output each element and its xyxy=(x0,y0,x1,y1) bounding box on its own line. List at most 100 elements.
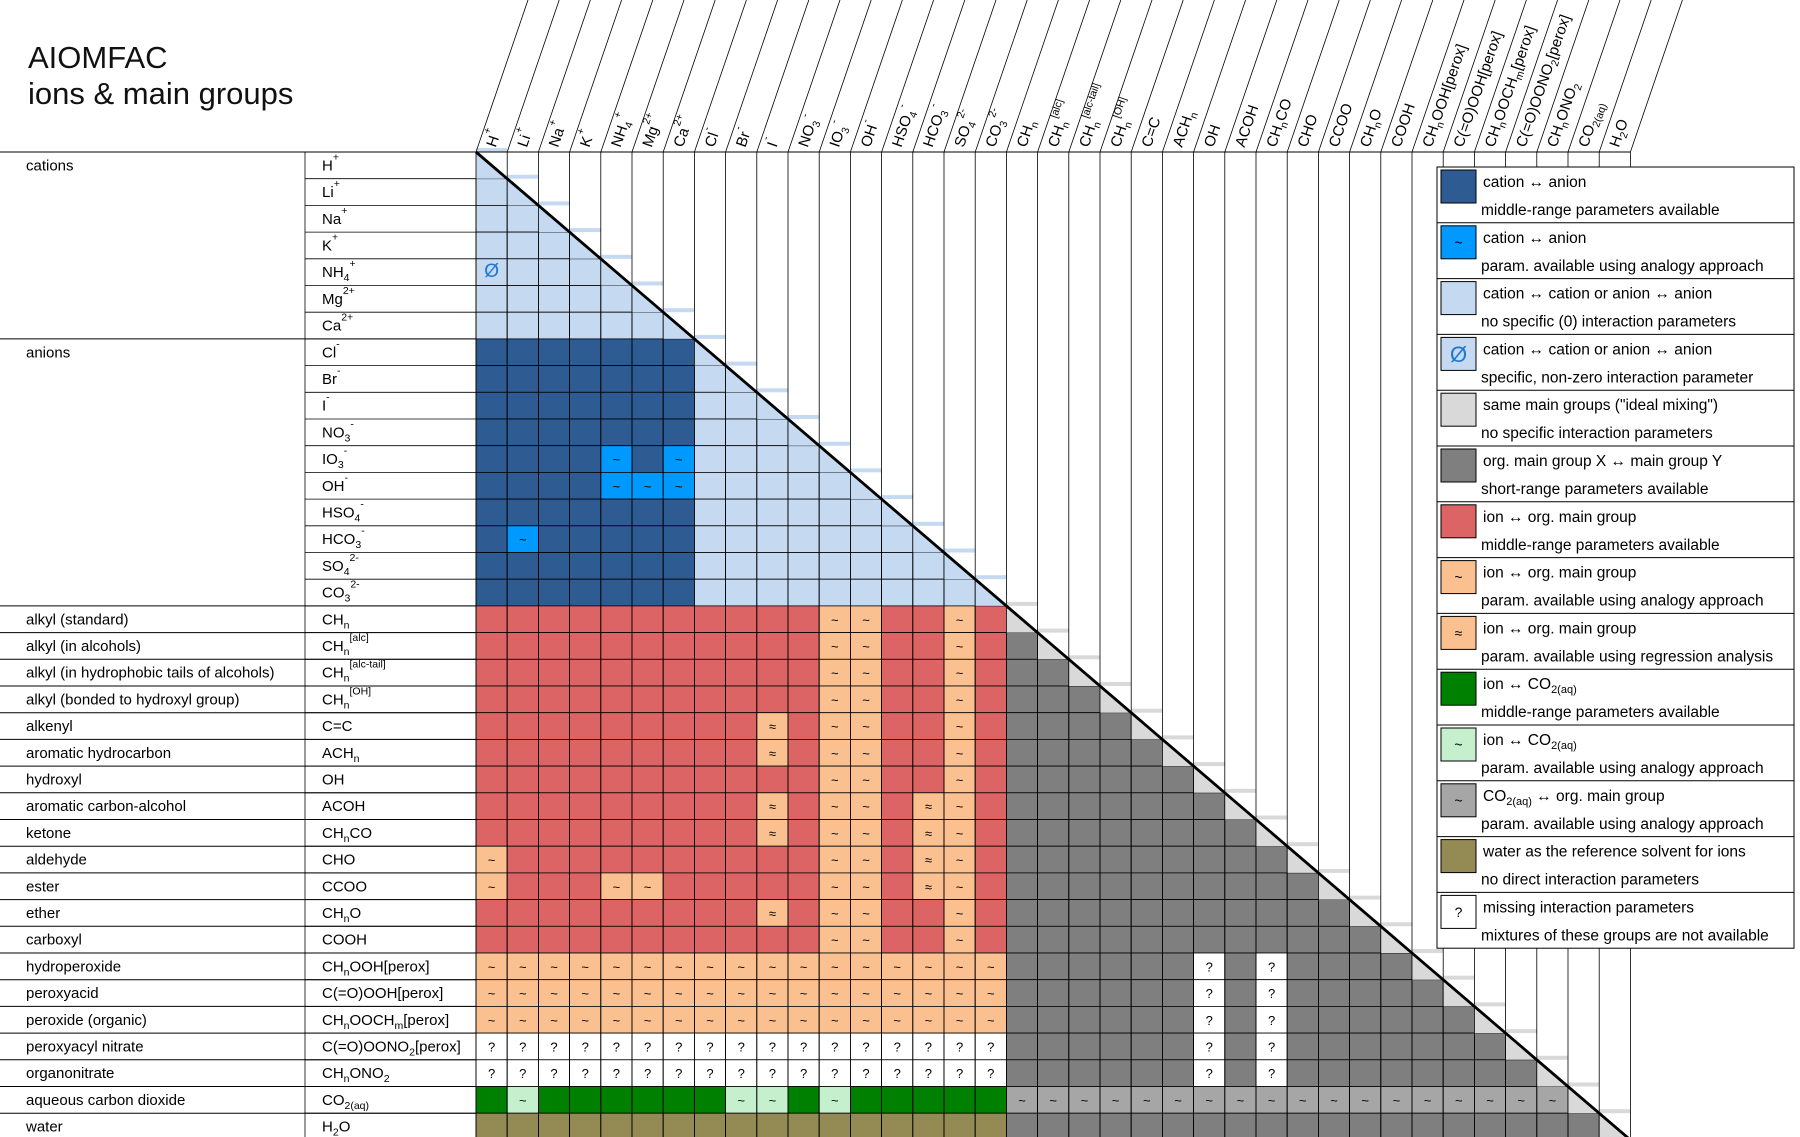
matrix-cell xyxy=(725,605,758,634)
diagonal-step xyxy=(725,361,757,366)
matrix-cell xyxy=(631,739,664,767)
matrix-cell xyxy=(631,365,664,393)
matrix-cell xyxy=(662,578,695,607)
matrix-cell xyxy=(1130,1006,1163,1034)
matrix-cell-symbol: ~ xyxy=(581,959,589,974)
matrix-cell xyxy=(881,765,914,794)
legend-line-1: org. main group X ↔ main group Y xyxy=(1483,453,1722,470)
matrix-cell xyxy=(600,1112,633,1137)
group-label: Na+ xyxy=(322,205,347,228)
matrix-cell xyxy=(725,418,758,447)
matrix-cell xyxy=(569,845,602,874)
matrix-cell-symbol: ~ xyxy=(1205,1093,1213,1108)
legend-item: ~ CO2(aq) ↔ org. main group param. availa… xyxy=(1437,780,1794,833)
legend-line-2: short-range parameters available xyxy=(1481,481,1708,498)
matrix-cell-symbol: ~ xyxy=(1424,1093,1432,1108)
matrix-cell xyxy=(662,391,695,420)
legend-line-1: water as the reference solvent for ions xyxy=(1482,844,1746,861)
legend-line-2: no direct interaction parameters xyxy=(1481,872,1699,889)
matrix-cell xyxy=(600,739,633,767)
legend-item: water as the reference solvent for ions n… xyxy=(1437,836,1794,889)
matrix-cell xyxy=(538,712,571,740)
group-label: C=C xyxy=(322,718,353,735)
matrix-cell xyxy=(538,899,571,927)
matrix-cell xyxy=(756,845,789,874)
matrix-cell xyxy=(538,739,571,767)
matrix-cell xyxy=(1193,925,1226,954)
matrix-cell xyxy=(787,445,820,473)
matrix-cell xyxy=(912,792,945,820)
matrix-cell-symbol: ? xyxy=(1268,1039,1275,1054)
matrix-cell-symbol: ~ xyxy=(737,959,745,974)
matrix-cell xyxy=(538,792,571,820)
legend-swatch xyxy=(1440,894,1477,929)
matrix-cell xyxy=(881,605,914,634)
diagonal-step xyxy=(1412,949,1444,953)
matrix-cell xyxy=(569,285,602,313)
matrix-cell xyxy=(662,1086,695,1114)
matrix-cell xyxy=(662,925,695,954)
matrix-cell xyxy=(538,418,571,447)
matrix-cell-symbol: ~ xyxy=(956,1013,964,1028)
legend-symbol: ~ xyxy=(1454,792,1462,808)
matrix-cell xyxy=(974,819,1007,847)
legend-line-2: middle-range parameters available xyxy=(1481,202,1720,219)
matrix-cell-symbol: ~ xyxy=(1455,1093,1463,1108)
matrix-cell xyxy=(475,552,508,580)
matrix-cell xyxy=(662,605,695,634)
matrix-cell xyxy=(1474,1059,1507,1087)
header-slant-line xyxy=(850,0,903,153)
legend-swatch xyxy=(1440,615,1477,650)
legend-line-2: param. available using analogy approach xyxy=(1481,258,1764,275)
matrix-cell xyxy=(1006,899,1039,927)
matrix-cell-symbol: ? xyxy=(800,1066,807,1081)
matrix-cell-symbol: ~ xyxy=(644,879,652,894)
matrix-cell xyxy=(506,685,539,714)
matrix-cell xyxy=(631,578,664,607)
matrix-cell-symbol: ? xyxy=(800,1039,807,1054)
matrix-cell-symbol: ? xyxy=(706,1039,713,1054)
group-label: CHn xyxy=(1014,118,1042,151)
header-slant-line xyxy=(662,0,716,153)
matrix-cell-symbol: ~ xyxy=(831,799,839,814)
matrix-cell xyxy=(787,1086,820,1114)
matrix-cell xyxy=(600,792,633,820)
matrix-cell xyxy=(1099,819,1132,847)
matrix-cell-symbol: ? xyxy=(1206,986,1213,1001)
matrix-cell xyxy=(631,338,664,366)
matrix-cell xyxy=(1162,979,1195,1007)
matrix-cell xyxy=(600,632,633,660)
group-label: CO2(aq) xyxy=(1575,99,1609,150)
matrix-cell xyxy=(506,819,539,847)
category-label: organonitrate xyxy=(26,1065,114,1082)
matrix-cell xyxy=(631,899,664,927)
diagonal-step xyxy=(1068,655,1100,660)
matrix-cell xyxy=(1255,845,1288,874)
matrix-cell xyxy=(943,658,976,687)
matrix-cell xyxy=(1318,1032,1351,1061)
matrix-cell-symbol: ~ xyxy=(519,1093,527,1108)
matrix-cell xyxy=(1411,1112,1444,1137)
matrix-cell xyxy=(538,1032,571,1061)
group-label: COOH xyxy=(322,932,367,949)
matrix-cell xyxy=(1193,979,1226,1007)
matrix-cell xyxy=(538,285,571,313)
legend-item: same main groups ("ideal mixing") no spec… xyxy=(1437,389,1794,442)
header-slant-line xyxy=(725,0,778,153)
matrix-cell xyxy=(538,258,571,286)
matrix-cell-symbol: ≈ xyxy=(925,879,932,894)
matrix-cell xyxy=(974,872,1007,901)
matrix-cell xyxy=(569,471,602,500)
group-label: NH4+ xyxy=(602,110,638,150)
matrix-cell xyxy=(1006,925,1039,954)
matrix-cell xyxy=(600,712,633,740)
header-slant-line xyxy=(1162,0,1215,153)
group-label: HSO4- xyxy=(322,498,364,524)
matrix-cell xyxy=(538,605,571,634)
matrix-cell xyxy=(538,231,571,260)
matrix-cell xyxy=(662,685,695,714)
matrix-cell-symbol: ~ xyxy=(675,452,683,467)
matrix-cell xyxy=(850,498,883,527)
matrix-cell xyxy=(694,1032,727,1061)
category-label: alkyl (in alcohols) xyxy=(26,638,141,655)
